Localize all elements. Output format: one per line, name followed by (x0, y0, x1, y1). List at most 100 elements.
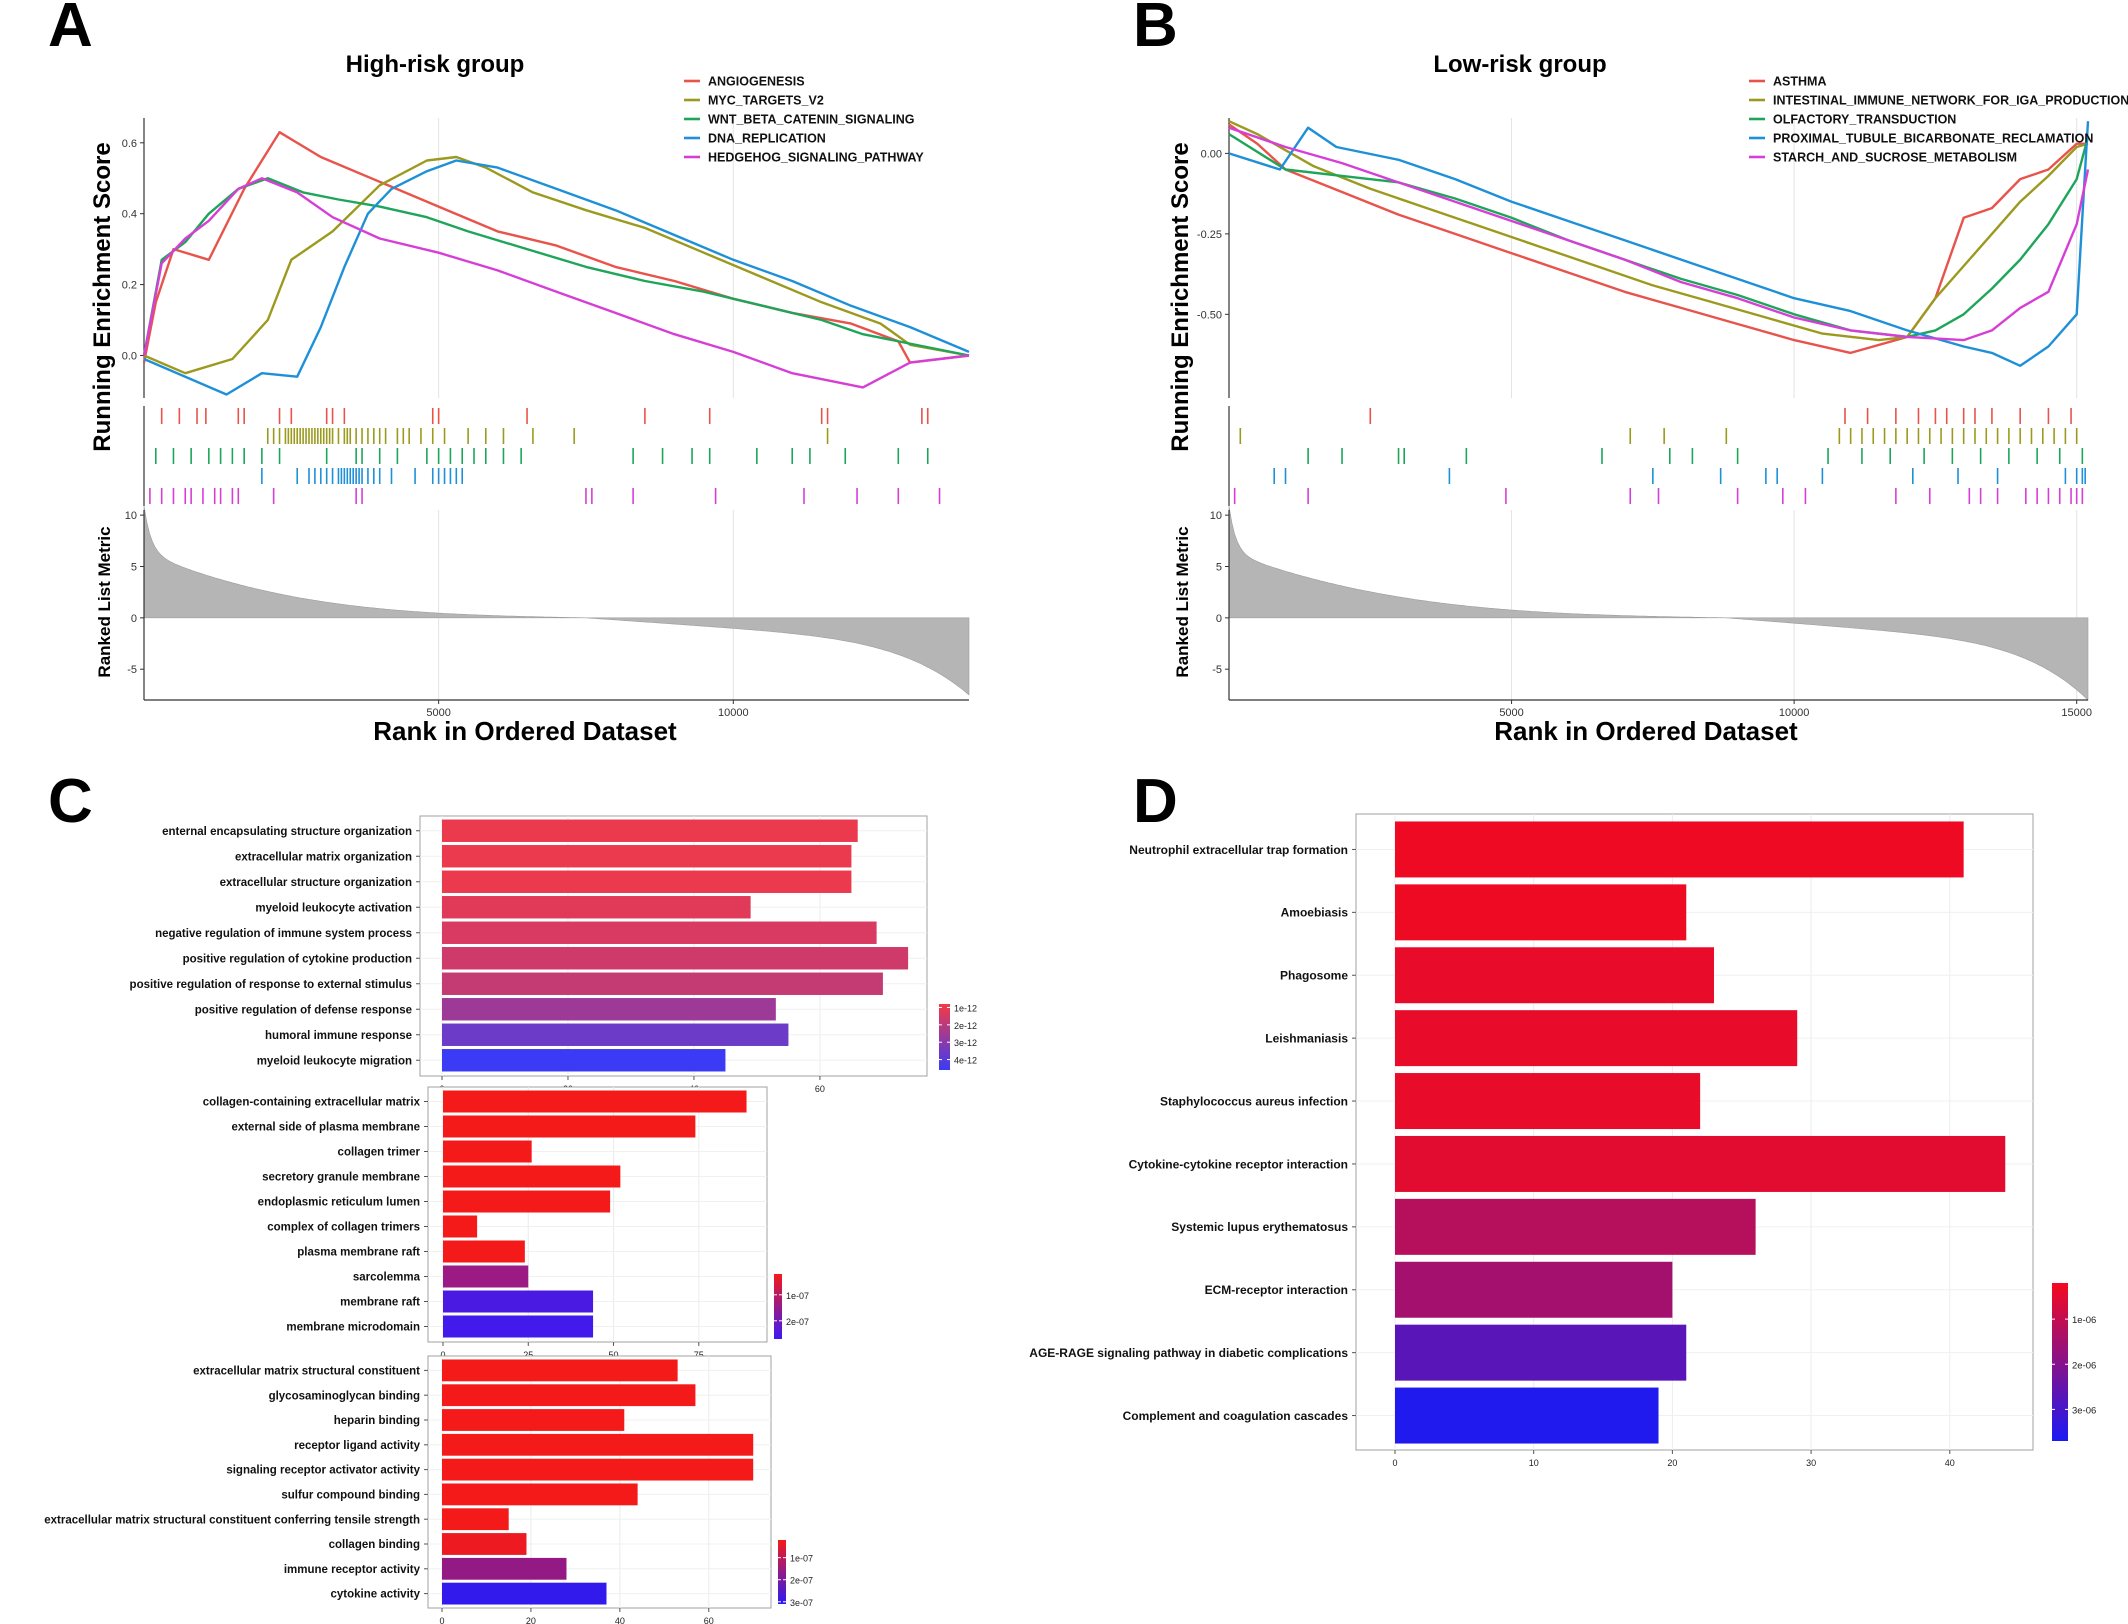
panel-c-bp-bar (442, 819, 858, 842)
panel-c-mf-category-label: glycosaminoglycan binding (269, 1390, 420, 1402)
panel-b-metric-area (1228, 505, 2089, 701)
panel-c-bp-bar (442, 972, 883, 995)
panel-d-bar (1395, 1324, 1687, 1381)
panel-c-cc-xtick-label: 25 (523, 1350, 533, 1360)
panel-c-cc-category-label: external side of plasma membrane (231, 1122, 420, 1134)
panel-b-metric-ytick-label: -5 (1212, 664, 1222, 676)
panel-c-mf-xtick-label: 20 (526, 1616, 536, 1624)
panel-d-category-label: ECM-receptor interaction (1205, 1283, 1348, 1297)
panel-a-es-ytick-label: 0.6 (122, 138, 137, 150)
panel-a-legend-label: ANGIOGENESIS (708, 75, 805, 89)
panel-c-mf-category-label: signaling receptor activator activity (226, 1465, 420, 1477)
panel-c-cc-colorbar (774, 1274, 782, 1339)
panel-a-es-ytick-label: 0.4 (122, 209, 137, 221)
panel-c-mf-category-label: immune receptor activity (284, 1564, 421, 1576)
panel-c-bp-category-label: myeloid leukocyte migration (257, 1055, 412, 1067)
panel-d-bar (1395, 1073, 1701, 1130)
panel-c-mf-colorbar-label: 3e-07 (790, 1598, 813, 1608)
panel-b-legend-label: PROXIMAL_TUBULE_BICARBONATE_RECLAMATION (1773, 132, 2093, 146)
panel-c-mf-category-label: receptor ligand activity (294, 1440, 421, 1452)
panel-c-bp-category-label: myeloid leukocyte activation (255, 902, 412, 914)
panel-c-cc-category-label: secretory granule membrane (262, 1172, 420, 1184)
panel-d-colorbar-label: 2e-06 (2072, 1360, 2096, 1371)
panel-a-es-ytick-label: 0.0 (122, 350, 137, 362)
panel-b-xtick-label: 10000 (1779, 707, 1810, 719)
panel-b-metric-ytick-label: 5 (1216, 561, 1222, 573)
panel-c-cc-category-label: complex of collagen trimers (267, 1222, 420, 1234)
panel-c-mf-colorbar-label: 1e-07 (790, 1554, 813, 1564)
panel-c-cc-category-label: membrane raft (340, 1297, 420, 1309)
panel-d-category-label: Amoebiasis (1281, 906, 1349, 920)
panel-a-gsea-plot: 0.0 0.2 0.4 0.6 10 5 0 -5 5000 10000 ANGIOGENESIS M… (122, 75, 970, 719)
panel-b-es-ylabel: Running Enrichment Score (1167, 142, 1194, 451)
panel-d-xtick-label: 40 (1945, 1458, 1955, 1468)
panel-letter-d: D (1133, 767, 1178, 836)
panel-c-bp-xtick-label: 60 (815, 1084, 825, 1094)
panel-b-es-line-asthma (1228, 123, 2088, 355)
panel-c-cc-colorbar-label: 1e-07 (786, 1291, 809, 1301)
panel-letter-a: A (48, 0, 93, 60)
panel-d-colorbar (2052, 1283, 2068, 1441)
panel-d-bar (1395, 821, 1964, 878)
panel-d-bar (1395, 1387, 1659, 1444)
panel-c-mf-bar (442, 1508, 509, 1531)
panel-c-bp-bar (442, 845, 852, 868)
panel-b-gsea-plot: 0.00 -0.25 -0.50 10 5 0 -5 5000 10000 15000 ASTHMA… (1197, 75, 2128, 720)
panel-b-xtick-label: 15000 (2061, 707, 2092, 719)
panel-a-metric-ytick-label: 0 (131, 613, 137, 625)
panel-d-xtick-label: 20 (1667, 1458, 1677, 1468)
panel-c-bp-bar (442, 1023, 789, 1046)
panel-a-es-ylabel: Running Enrichment Score (89, 142, 116, 451)
panel-d-category-label: AGE-RAGE signaling pathway in diabetic c… (1029, 1346, 1348, 1360)
panel-c-bp-colorbar-label: 3e-12 (954, 1038, 977, 1048)
panel-a-metric-area (143, 505, 970, 696)
panel-letter-b: B (1133, 0, 1178, 60)
panel-d-bar (1395, 1010, 1798, 1067)
panel-c-bp-category-label: extracellular matrix organization (235, 851, 412, 863)
panel-c-mf-colorbar-label: 2e-07 (790, 1576, 813, 1586)
panel-d-bar-chart: 0 10 20 30 40 Neutrophil extracellular trap f… (1029, 813, 2096, 1468)
panel-c-cc-xtick-label: 75 (694, 1350, 704, 1360)
panel-d-xtick-label: 0 (1392, 1458, 1397, 1468)
panel-d-colorbar-label: 1e-06 (2072, 1315, 2096, 1326)
panel-d-bar (1395, 1198, 1756, 1255)
panel-a-es-ytick-label: 0.2 (122, 280, 137, 292)
panel-c-cc-xtick-label: 50 (609, 1350, 619, 1360)
panel-c-mf-category-label: extracellular matrix structural constitu… (193, 1366, 420, 1378)
panel-c-bp-bar (442, 896, 751, 919)
panel-b-es-line-intestinal-immune-network-for-iga-production (1228, 120, 2089, 342)
panel-d-xtick-label: 10 (1529, 1458, 1539, 1468)
panel-c-bp-category-label: humoral immune response (265, 1030, 412, 1042)
panel-a-title: High-risk group (346, 51, 525, 78)
panel-b-es-ytick-label: -0.50 (1197, 309, 1222, 321)
panel-c-mf-bar (442, 1433, 754, 1456)
panel-c-mf-bar (442, 1557, 567, 1580)
panel-c-cc-colorbar-label: 2e-07 (786, 1317, 809, 1327)
panel-letter-c: C (48, 767, 93, 836)
panel-a-metric-ytick-label: 10 (125, 510, 137, 522)
panel-c-cc-bar (443, 1090, 747, 1113)
panel-c-mf-xtick-label: 60 (704, 1616, 714, 1624)
panel-b-legend-label: ASTHMA (1773, 75, 1826, 89)
panel-d-category-label: Complement and coagulation cascades (1123, 1409, 1349, 1423)
panel-c-bar-charts: 0 20 40 60 enternal encapsulating structure … (44, 815, 977, 1624)
panel-a-es-line-dna-replication (143, 159, 970, 396)
panel-c-bp-bar (442, 998, 776, 1021)
panel-c-cc-bar (443, 1140, 532, 1163)
panel-b-es-ytick-label: -0.25 (1197, 229, 1222, 241)
panel-b-metric-ytick-label: 10 (1210, 510, 1222, 522)
panel-c-bp-colorbar-label: 4e-12 (954, 1056, 977, 1066)
panel-a-es-line-hedgehog-signaling-pathway (142, 177, 970, 389)
panel-b-metric-ylabel: Ranked List Metric (1173, 526, 1192, 677)
panel-d-category-label: Cytokine-cytokine receptor interaction (1129, 1157, 1348, 1171)
panel-c-mf-category-label: sulfur compound binding (281, 1490, 420, 1502)
panel-d-category-label: Phagosome (1280, 969, 1348, 983)
panel-c-bp-category-label: positive regulation of defense response (195, 1004, 412, 1016)
panel-a-es-line-angiogenesis (142, 130, 970, 364)
panel-c-bp-category-label: positive regulation of response to exter… (130, 979, 412, 991)
panel-d-category-label: Neutrophil extracellular trap formation (1129, 843, 1348, 857)
panel-c-bp-bar (442, 1049, 726, 1072)
panel-c-bp-colorbar-label: 1e-12 (954, 1003, 977, 1013)
panel-c-cc-category-label: membrane microdomain (286, 1322, 420, 1334)
panel-d-xtick-label: 30 (1806, 1458, 1816, 1468)
